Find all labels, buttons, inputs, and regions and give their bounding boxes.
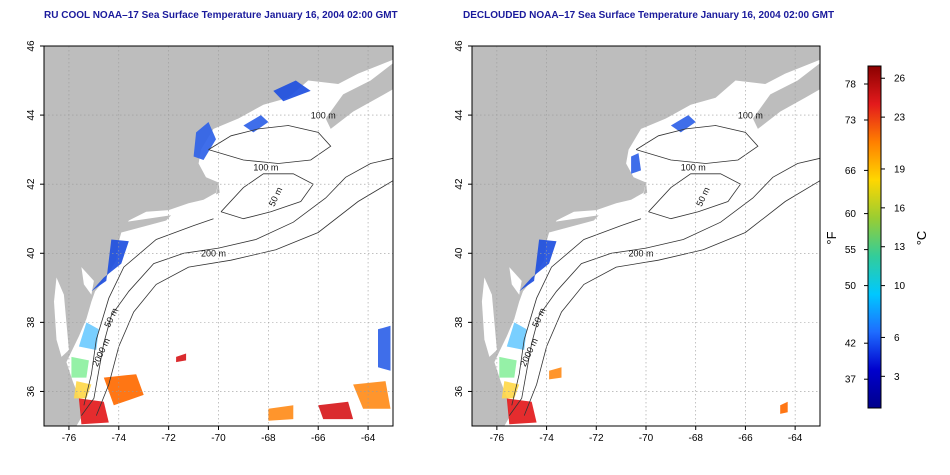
left-sst-patch	[78, 398, 109, 425]
left-isobath-label: 100 m	[311, 111, 336, 121]
celsius-tick-label: 23	[894, 113, 906, 124]
right-isobath-label: 100 m	[681, 162, 706, 172]
right-sst-patch	[631, 153, 641, 174]
right-nova-scotia	[752, 63, 820, 129]
left-y-tick-label: 38	[26, 316, 37, 328]
left-nova-scotia	[325, 63, 393, 129]
right-x-tick-label: -68	[688, 433, 703, 444]
left-sst-patch	[78, 322, 99, 350]
left-long-island	[121, 215, 172, 233]
left-y-tick-label: 44	[26, 109, 37, 121]
right-sst-patch	[499, 356, 517, 378]
celsius-tick-label: 6	[894, 333, 900, 344]
left-x-tick-label: -72	[161, 433, 176, 444]
right-x-tick-label: -72	[589, 433, 604, 444]
celsius-tick-label: 13	[894, 242, 906, 253]
right-y-tick-label: 38	[454, 316, 465, 328]
celsius-tick-label: 19	[894, 164, 906, 175]
fahrenheit-tick-label: 78	[845, 80, 857, 91]
left-sst-patch	[103, 374, 144, 406]
left-isobath-label: 100 m	[253, 162, 278, 172]
celsius-tick-label: 26	[894, 74, 906, 85]
right-isobath-line	[523, 180, 821, 416]
colorbar-gradient	[867, 65, 882, 409]
left-x-tick-label: -68	[261, 433, 276, 444]
right-y-tick-label: 42	[454, 178, 465, 190]
right-sst-patch	[506, 322, 527, 350]
left-y-tick-label: 40	[26, 247, 37, 259]
right-sst-patch	[506, 398, 537, 425]
left-chesapeake-bay	[54, 277, 69, 357]
fahrenheit-tick-label: 42	[845, 339, 857, 350]
right-x-tick-label: -64	[788, 433, 803, 444]
celsius-axis-label: °C	[914, 231, 929, 246]
right-chesapeake-bay	[481, 277, 497, 357]
fahrenheit-tick-label: 55	[845, 245, 857, 256]
left-x-tick-label: -66	[311, 433, 326, 444]
left-isobath-label: 200 m	[201, 249, 226, 259]
left-sst-patch	[268, 405, 294, 421]
fahrenheit-tick-label: 66	[845, 166, 857, 177]
right-sst-patch	[780, 401, 788, 414]
right-map-title: DECLOUDED NOAA–17 Sea Surface Temperatur…	[463, 10, 835, 21]
colorbar: 78 73 66 60 55 50 42 37 26 23 19 16 13 10 6 3 °F °C	[824, 65, 929, 409]
right-sst-patch	[519, 239, 557, 292]
left-isobath-line	[81, 157, 394, 416]
right-isobath-label: 200 m	[628, 249, 653, 259]
right-x-tick-label: -70	[639, 433, 654, 444]
right-sst-patch	[670, 115, 696, 133]
right-isobath-line	[508, 157, 821, 416]
left-sst-patch	[318, 401, 354, 420]
right-y-tick-label: 46	[454, 40, 465, 52]
left-isobath-line	[95, 180, 394, 416]
right-isobath-line	[635, 125, 759, 164]
fahrenheit-tick-label: 60	[845, 209, 857, 220]
left-x-tick-label: -64	[361, 433, 376, 444]
left-sst-patch	[91, 239, 129, 292]
right-isobath-line	[511, 218, 642, 406]
right-sst-patch	[549, 367, 562, 380]
left-sst-patch	[353, 381, 391, 409]
right-y-tick-label: 40	[454, 247, 465, 259]
right-isobath-label: 100 m	[738, 111, 763, 121]
left-land	[44, 46, 393, 426]
fahrenheit-tick-label: 37	[845, 375, 857, 386]
celsius-tick-label: 10	[894, 281, 906, 292]
right-x-tick-label: -74	[539, 433, 554, 444]
left-isobath-line	[208, 125, 332, 164]
left-sst-patch	[73, 381, 92, 399]
celsius-tick-label: 3	[894, 372, 900, 383]
fahrenheit-axis-label: °F	[824, 231, 839, 244]
left-sst-patch	[176, 353, 187, 363]
left-sst-patch	[243, 115, 269, 133]
right-land	[472, 46, 820, 426]
left-sst-patch	[71, 356, 89, 378]
right-long-island	[549, 215, 599, 233]
right-y-tick-label: 44	[454, 109, 465, 121]
fahrenheit-tick-label: 73	[845, 116, 857, 127]
left-delaware-bay	[81, 267, 94, 295]
left-y-tick-label: 36	[26, 385, 37, 397]
left-x-tick-label: -74	[112, 433, 127, 444]
left-x-tick-label: -76	[62, 433, 77, 444]
right-delaware-bay	[509, 267, 522, 295]
left-sst-patch	[378, 325, 391, 371]
left-sst-patch	[193, 122, 216, 160]
right-x-tick-label: -66	[738, 433, 753, 444]
fahrenheit-tick-label: 50	[845, 281, 857, 292]
right-x-tick-label: -76	[490, 433, 505, 444]
left-y-tick-label: 42	[26, 178, 37, 190]
right-y-tick-label: 36	[454, 385, 465, 397]
left-x-tick-label: -70	[211, 433, 226, 444]
left-sst-patch	[273, 80, 311, 102]
left-y-tick-label: 46	[26, 40, 37, 52]
left-isobath-line	[83, 218, 214, 406]
celsius-tick-label: 16	[894, 203, 906, 214]
left-map-title: RU COOL NOAA–17 Sea Surface Temperature …	[44, 10, 398, 21]
